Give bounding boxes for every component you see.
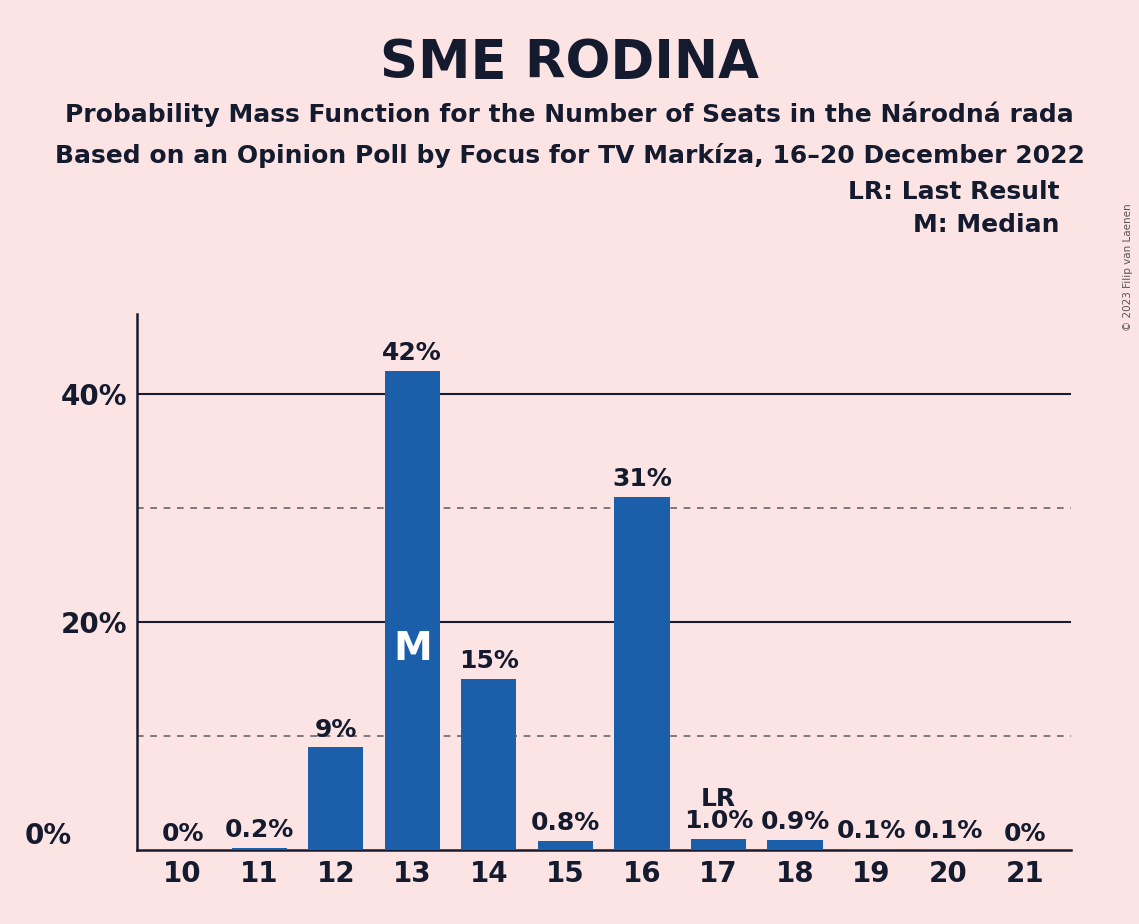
Text: 0%: 0% — [1003, 821, 1046, 845]
Bar — [768, 840, 822, 850]
Text: Probability Mass Function for the Number of Seats in the Národná rada: Probability Mass Function for the Number… — [65, 102, 1074, 128]
Bar — [920, 849, 976, 850]
Text: 0.1%: 0.1% — [913, 820, 983, 844]
Text: 1.0%: 1.0% — [683, 809, 753, 833]
Text: 42%: 42% — [383, 342, 442, 366]
Text: 0.1%: 0.1% — [837, 820, 907, 844]
Text: SME RODINA: SME RODINA — [380, 37, 759, 89]
Text: M: Median: M: Median — [912, 213, 1059, 237]
Text: 0.8%: 0.8% — [531, 811, 600, 835]
Bar — [844, 849, 899, 850]
Text: LR: Last Result: LR: Last Result — [847, 180, 1059, 204]
Text: 0.2%: 0.2% — [224, 818, 294, 842]
Bar — [538, 841, 593, 850]
Bar — [385, 371, 440, 850]
Text: 0%: 0% — [24, 821, 72, 850]
Text: Based on an Opinion Poll by Focus for TV Markíza, 16–20 December 2022: Based on an Opinion Poll by Focus for TV… — [55, 143, 1084, 168]
Text: M: M — [393, 630, 432, 668]
Text: 9%: 9% — [314, 718, 357, 742]
Text: 0%: 0% — [162, 821, 204, 845]
Bar — [691, 839, 746, 850]
Text: 0.9%: 0.9% — [761, 810, 829, 834]
Bar — [614, 496, 670, 850]
Text: 31%: 31% — [612, 467, 672, 491]
Text: LR: LR — [700, 787, 736, 811]
Text: 15%: 15% — [459, 650, 518, 674]
Bar — [231, 848, 287, 850]
Text: © 2023 Filip van Laenen: © 2023 Filip van Laenen — [1123, 203, 1133, 331]
Bar — [461, 679, 516, 850]
Bar — [309, 748, 363, 850]
